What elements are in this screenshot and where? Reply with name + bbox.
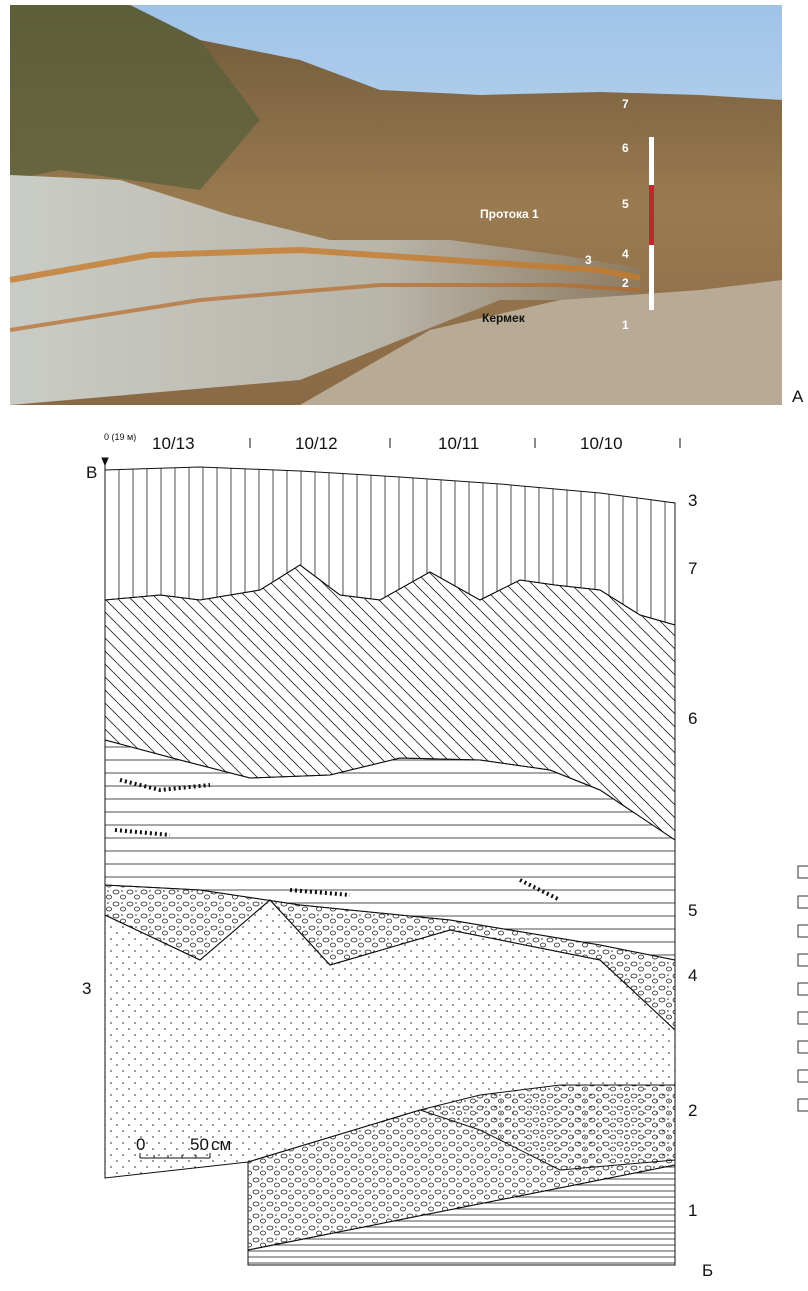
layer-label: 4 [688,966,697,985]
scale-label: 50 [190,1135,209,1154]
photo-scale-label: 2 [622,276,629,290]
photo-scale-label: 1 [622,318,629,332]
square-dividers [101,438,681,467]
photo-scale-label: 6 [622,141,629,155]
corner-label: В [86,463,97,482]
scale-label: см [211,1135,231,1154]
photo [9,5,782,405]
photo-name: Протока 1 [480,207,539,221]
square-label: 10/10 [580,434,623,453]
layer-label: 2 [688,1101,697,1120]
layer-label: 1 [688,1201,697,1220]
photo-scale-label: 7 [622,97,629,111]
photo-scale-label: 4 [622,247,629,261]
photo-scale-label: 5 [622,197,629,211]
panel-label: А [792,387,804,406]
layer-label: 5 [688,901,697,920]
scale-label: 0 [136,1135,145,1154]
square-label: 10/11 [438,434,479,453]
layer-label: 7 [688,559,697,578]
legend-boxes [797,865,808,1112]
square-label: 10/12 [295,434,338,453]
layer-label: 3 [688,491,697,510]
datum-label: 0 (19 м) [104,432,136,442]
scale-bar [139,1153,211,1159]
photo-scale-label: 3 [585,253,592,267]
section [104,462,676,1266]
end-label: Б [702,1261,713,1280]
layer-label: 6 [688,709,697,728]
left-layer-label: 3 [82,979,91,998]
square-label: 10/13 [152,434,195,453]
photo-name: Кермек [482,311,526,325]
